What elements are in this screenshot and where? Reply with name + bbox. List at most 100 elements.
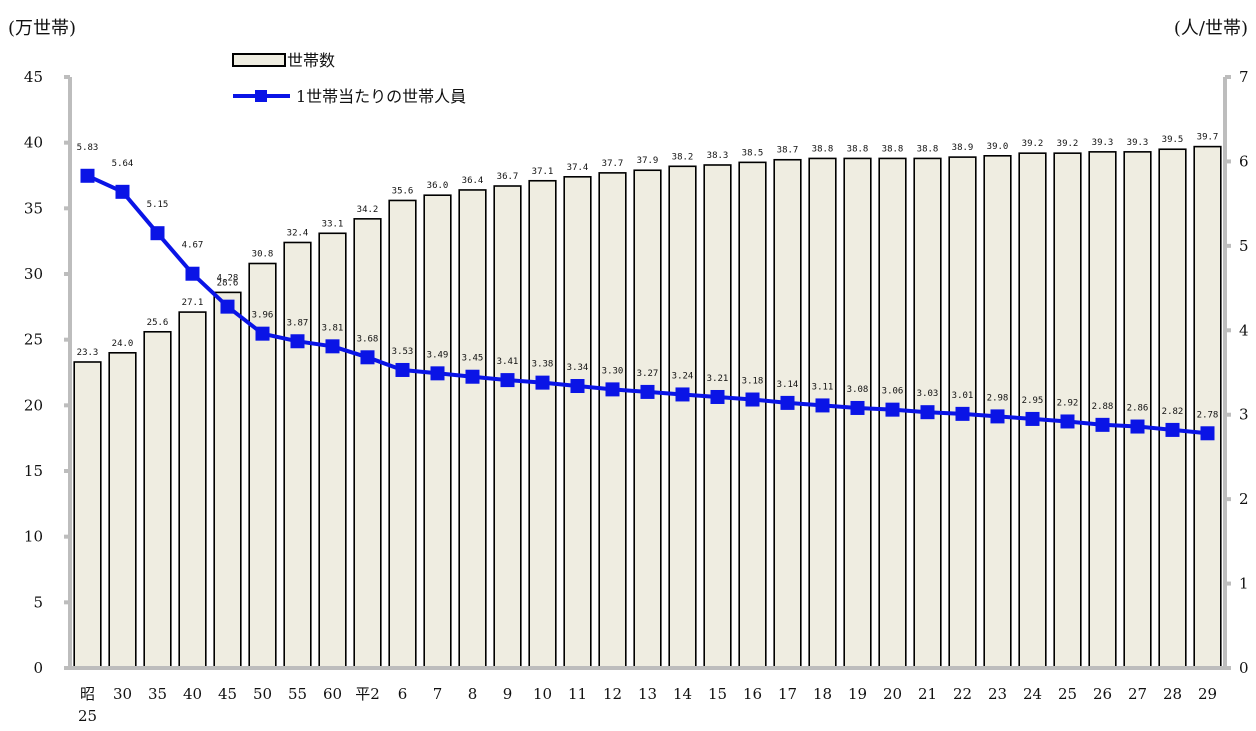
axes bbox=[68, 77, 1227, 670]
line-point bbox=[605, 382, 620, 397]
bar-data-label: 38.8 bbox=[882, 144, 904, 154]
x-tick-label: 17 bbox=[778, 685, 797, 703]
line-data-label: 5.15 bbox=[147, 200, 169, 210]
bar bbox=[213, 291, 242, 669]
line-point bbox=[500, 373, 515, 388]
bar-data-label: 38.8 bbox=[812, 144, 834, 154]
bar-data-label: 35.6 bbox=[392, 186, 414, 196]
line-point bbox=[395, 362, 410, 377]
bar-data-label: 36.4 bbox=[462, 176, 484, 186]
bar bbox=[773, 158, 802, 669]
bar bbox=[1088, 151, 1117, 669]
line-data-label: 3.30 bbox=[602, 366, 624, 376]
x-tick-label: 28 bbox=[1163, 685, 1182, 703]
bar-data-label: 25.6 bbox=[147, 318, 169, 328]
bar bbox=[178, 311, 207, 669]
line-point bbox=[255, 326, 270, 341]
line-point bbox=[115, 184, 130, 199]
left-tick-label: 45 bbox=[24, 68, 43, 86]
line-data-label: 3.27 bbox=[637, 369, 659, 379]
line-data-label: 3.03 bbox=[917, 389, 939, 399]
bar-data-label: 38.9 bbox=[952, 143, 974, 153]
line-point bbox=[885, 402, 900, 417]
line-data-label: 3.49 bbox=[427, 350, 449, 360]
x-tick-label: 29 bbox=[1198, 685, 1217, 703]
x-tick-label: 14 bbox=[673, 685, 692, 703]
x-tick-label: 55 bbox=[288, 685, 307, 703]
line-data-label: 2.82 bbox=[1162, 407, 1184, 417]
x-tick-label: 13 bbox=[638, 685, 657, 703]
left-tick-label: 25 bbox=[24, 331, 43, 349]
bar-data-label: 39.3 bbox=[1092, 138, 1114, 148]
line-data-label: 5.64 bbox=[112, 159, 134, 169]
bar bbox=[738, 161, 767, 669]
line-data-label: 2.92 bbox=[1057, 398, 1079, 408]
x-tick-label: 25 bbox=[78, 707, 97, 725]
bar bbox=[563, 176, 592, 669]
line-point bbox=[325, 339, 340, 354]
bar-data-label: 39.5 bbox=[1162, 135, 1184, 145]
line-point bbox=[710, 389, 725, 404]
bar-data-label: 27.1 bbox=[182, 298, 204, 308]
x-tick-label: 23 bbox=[988, 685, 1007, 703]
bar-data-label: 38.8 bbox=[917, 144, 939, 154]
line-data-label: 3.41 bbox=[497, 357, 519, 367]
left-tick-label: 0 bbox=[33, 659, 43, 677]
right-axis-unit: (人/世帯) bbox=[1174, 18, 1248, 39]
line-data-label: 3.24 bbox=[672, 371, 694, 381]
legend-line-marker bbox=[255, 90, 267, 102]
line-data-label: 3.45 bbox=[462, 354, 484, 364]
bar bbox=[108, 351, 137, 669]
x-tick-label: 8 bbox=[468, 685, 478, 703]
line-data-labels: 5.83 5.64 5.15 4.67 4.28 3.96 3.87 3.81 3.68 3.53… bbox=[77, 143, 1219, 421]
bar-data-label: 23.3 bbox=[77, 348, 99, 358]
x-tick-label: 12 bbox=[603, 685, 622, 703]
legend-line-label: 1世帯当たりの世帯人員 bbox=[296, 87, 466, 106]
x-tick-label: 60 bbox=[323, 685, 342, 703]
left-tick-label: 20 bbox=[24, 396, 43, 414]
bar bbox=[1193, 145, 1222, 669]
line-point bbox=[780, 395, 795, 410]
left-tick-label: 10 bbox=[24, 528, 43, 546]
bar-data-label: 38.7 bbox=[777, 146, 799, 156]
bar-data-label: 38.3 bbox=[707, 151, 729, 161]
line-data-label: 3.06 bbox=[882, 387, 904, 397]
bar bbox=[668, 165, 697, 669]
left-tick-label: 15 bbox=[24, 462, 43, 480]
line-data-label: 3.68 bbox=[357, 334, 379, 344]
bar-data-label: 39.2 bbox=[1057, 139, 1079, 149]
bar bbox=[458, 189, 487, 669]
line-data-label: 3.01 bbox=[952, 391, 974, 401]
line-point bbox=[1165, 422, 1180, 437]
bar-data-label: 37.7 bbox=[602, 159, 624, 169]
bar bbox=[143, 330, 172, 669]
line-point bbox=[80, 168, 95, 183]
line-data-label: 3.21 bbox=[707, 374, 729, 384]
x-tick-label: 45 bbox=[218, 685, 237, 703]
line-series bbox=[80, 168, 1215, 441]
line-data-label: 5.83 bbox=[77, 143, 99, 153]
left-axis-unit: (万世帯) bbox=[8, 18, 76, 39]
line-data-label: 3.14 bbox=[777, 380, 799, 390]
bar bbox=[318, 232, 347, 669]
x-tick-label: 26 bbox=[1093, 685, 1112, 703]
line-data-label: 3.53 bbox=[392, 347, 414, 357]
line-point bbox=[850, 400, 865, 415]
bar-data-label: 38.5 bbox=[742, 148, 764, 158]
bar-data-label: 39.2 bbox=[1022, 139, 1044, 149]
line-point bbox=[185, 266, 200, 281]
bar-data-label: 38.2 bbox=[672, 152, 694, 162]
x-tick-label: 11 bbox=[568, 685, 587, 703]
bar-data-label: 36.0 bbox=[427, 181, 449, 191]
right-tick-label: 6 bbox=[1239, 152, 1249, 170]
bar bbox=[423, 194, 452, 669]
x-tick-label: 15 bbox=[708, 685, 727, 703]
line-point bbox=[815, 398, 830, 413]
left-axis-ticks: 0 5 10 15 20 25 30 35 40 45 bbox=[24, 68, 70, 677]
line-point bbox=[360, 350, 375, 365]
left-tick-label: 5 bbox=[33, 593, 43, 611]
bar-data-label: 39.3 bbox=[1127, 138, 1149, 148]
left-tick-label: 40 bbox=[24, 134, 43, 152]
x-tick-label: 40 bbox=[183, 685, 202, 703]
